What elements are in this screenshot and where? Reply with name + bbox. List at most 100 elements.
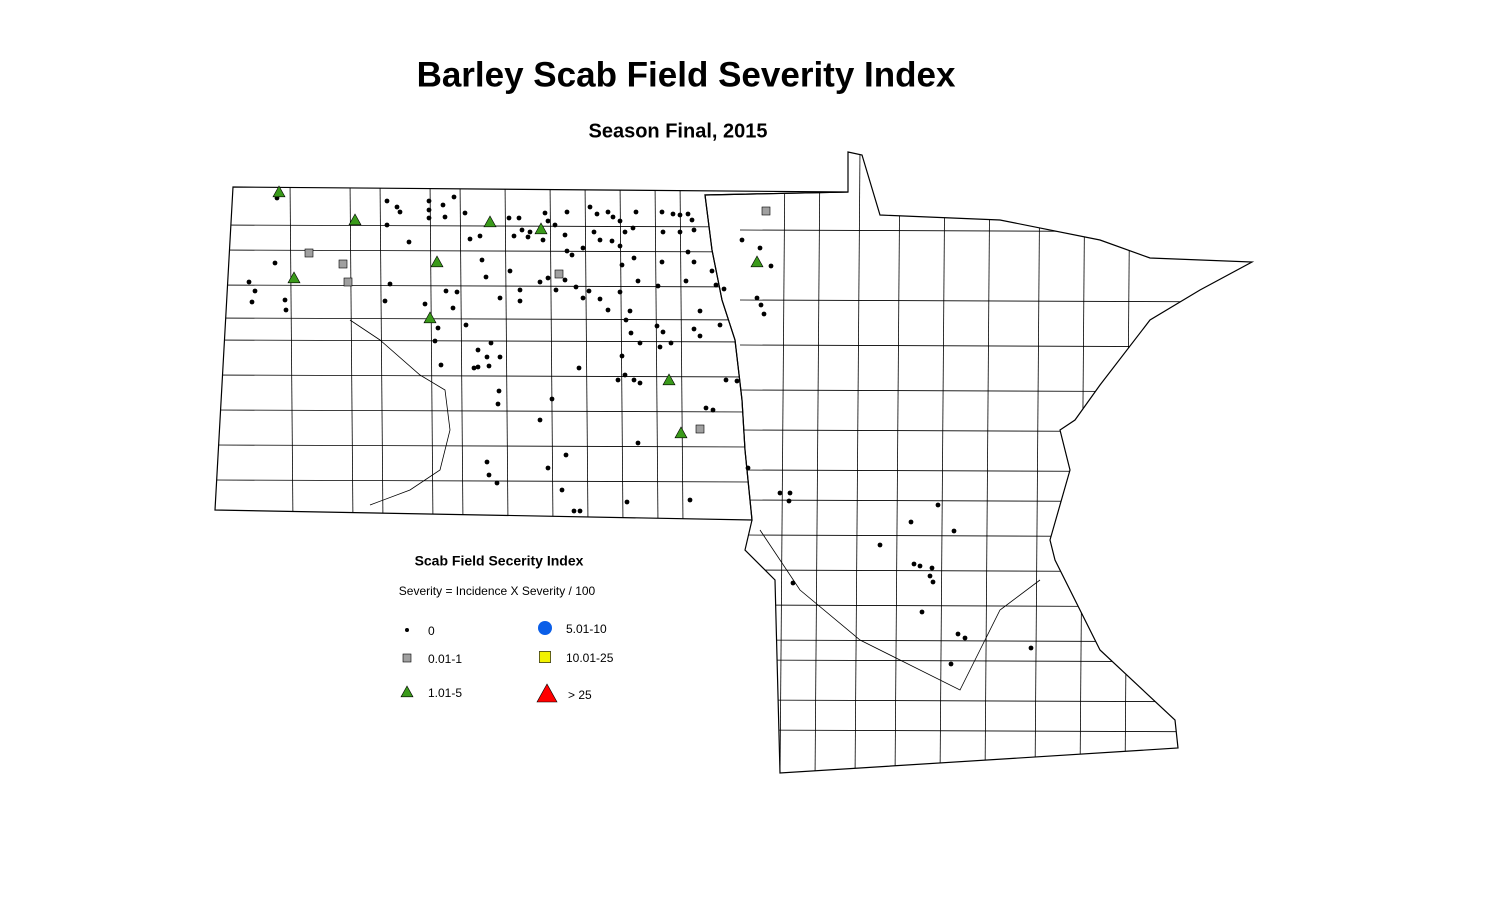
dot-symbol xyxy=(564,209,570,215)
dot-symbol xyxy=(442,214,448,220)
dot-symbol xyxy=(709,268,715,274)
dot-symbol xyxy=(397,209,403,215)
dot-symbol xyxy=(454,289,460,295)
dot-symbol xyxy=(542,210,548,216)
triangle-symbol xyxy=(750,255,764,268)
triangle-symbol xyxy=(430,255,444,268)
dot-symbol xyxy=(955,631,961,637)
county-line xyxy=(739,499,1252,503)
dot-symbol xyxy=(908,519,914,525)
county-line xyxy=(739,639,1252,643)
minnesota-outline xyxy=(704,151,1255,774)
dot-symbol xyxy=(486,363,492,369)
dot-symbol xyxy=(484,459,490,465)
dot-symbol xyxy=(571,508,577,514)
square-symbol xyxy=(761,206,771,216)
dot-symbol xyxy=(654,323,660,329)
dot-symbol xyxy=(761,311,767,317)
dot-symbol xyxy=(623,317,629,323)
county-line xyxy=(459,187,464,520)
dot-symbol xyxy=(635,440,641,446)
dot-symbol xyxy=(790,580,796,586)
dot-symbol xyxy=(677,229,683,235)
dot-symbol xyxy=(545,275,551,281)
dot-symbol xyxy=(569,252,575,258)
county-line xyxy=(215,479,761,483)
survey-sites xyxy=(246,185,1034,667)
dot-symbol xyxy=(405,628,409,632)
dot-symbol xyxy=(691,227,697,233)
triangle-symbol xyxy=(536,683,558,703)
dot-symbol xyxy=(562,232,568,238)
dot-symbol xyxy=(506,215,512,221)
dot-symbol xyxy=(721,286,727,292)
dot-symbol xyxy=(525,234,531,240)
dot-symbol xyxy=(619,262,625,268)
dot-symbol xyxy=(660,229,666,235)
dot-symbol xyxy=(628,330,634,336)
dot-symbol xyxy=(617,289,623,295)
triangle-symbol xyxy=(287,271,301,284)
dot-symbol xyxy=(637,340,643,346)
county-line xyxy=(584,187,589,520)
dot-symbol xyxy=(382,298,388,304)
dot-symbol xyxy=(494,480,500,486)
dot-symbol xyxy=(488,340,494,346)
county-line xyxy=(854,152,861,773)
dot-symbol xyxy=(710,407,716,413)
dot-symbol xyxy=(467,236,473,242)
dot-symbol xyxy=(432,338,438,344)
county-line xyxy=(349,187,354,520)
dot-symbol xyxy=(962,635,968,641)
county-line xyxy=(679,187,684,520)
dot-symbol xyxy=(610,214,616,220)
dot-symbol xyxy=(552,222,558,228)
dot-symbol xyxy=(697,308,703,314)
dot-symbol xyxy=(657,344,663,350)
county-line xyxy=(504,187,509,520)
dot-symbol xyxy=(580,295,586,301)
dot-symbol xyxy=(948,661,954,667)
dot-symbol xyxy=(659,209,665,215)
dot-symbol xyxy=(734,378,740,384)
dot-symbol xyxy=(426,215,432,221)
county-line xyxy=(215,444,761,448)
county-line xyxy=(215,284,761,288)
dot-symbol xyxy=(479,257,485,263)
dot-symbol xyxy=(573,284,579,290)
dot-symbol xyxy=(562,277,568,283)
dot-symbol xyxy=(624,499,630,505)
square-symbol xyxy=(554,269,564,279)
dot-symbol xyxy=(757,245,763,251)
dot-symbol xyxy=(517,298,523,304)
dot-symbol xyxy=(553,287,559,293)
county-line xyxy=(814,152,821,773)
circle-symbol xyxy=(538,621,552,635)
dot-symbol xyxy=(545,218,551,224)
dot-symbol xyxy=(545,465,551,471)
dot-symbol xyxy=(745,465,751,471)
dot-symbol xyxy=(597,296,603,302)
dot-symbol xyxy=(685,211,691,217)
dot-symbol xyxy=(422,301,428,307)
county-line xyxy=(739,569,1252,573)
legend-label: 1.01-5 xyxy=(428,686,462,700)
dot-symbol xyxy=(577,508,583,514)
dot-symbol xyxy=(440,202,446,208)
dot-symbol xyxy=(635,278,641,284)
county-line xyxy=(739,229,1252,233)
dot-symbol xyxy=(587,204,593,210)
county-line xyxy=(289,187,294,520)
dot-symbol xyxy=(713,282,719,288)
legend-label: 0 xyxy=(428,624,435,638)
dot-symbol xyxy=(615,377,621,383)
legend-label: 5.01-10 xyxy=(566,622,607,636)
dot-symbol xyxy=(605,209,611,215)
dot-symbol xyxy=(564,248,570,254)
square-symbol xyxy=(695,424,705,434)
triangle-symbol xyxy=(662,373,676,386)
dot-symbol xyxy=(387,281,393,287)
dot-symbol xyxy=(683,278,689,284)
dot-symbol xyxy=(677,212,683,218)
dot-symbol xyxy=(249,299,255,305)
